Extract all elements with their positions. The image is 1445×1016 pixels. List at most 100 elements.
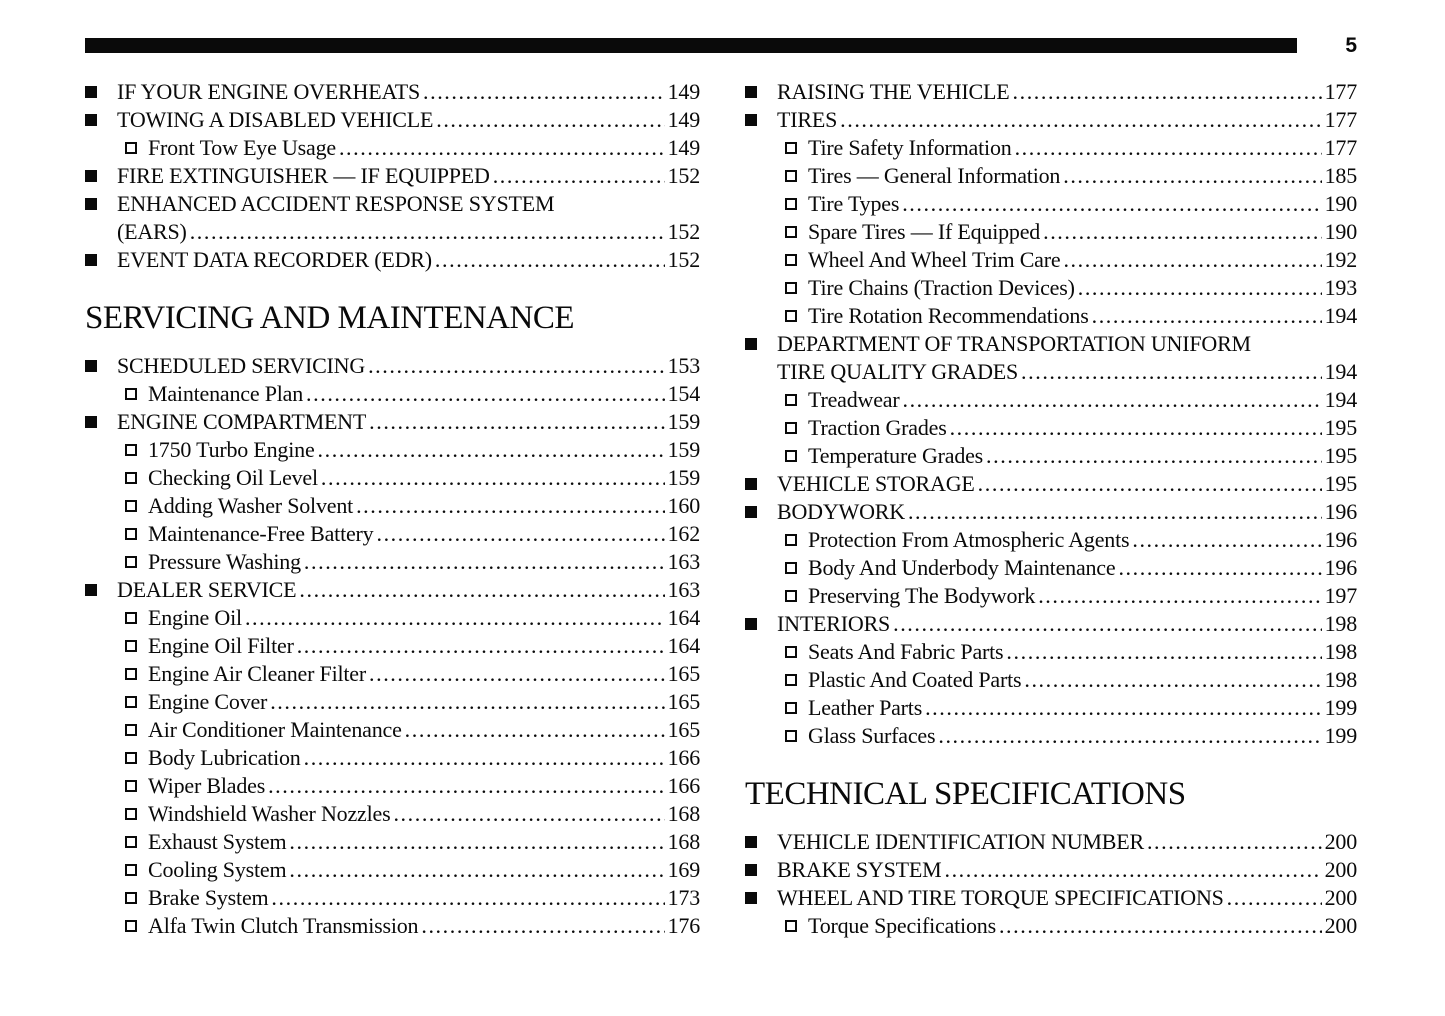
filled-square-bullet <box>745 478 757 490</box>
toc-entry: (EARS) 152 <box>85 218 700 246</box>
toc-entry: Alfa Twin Clutch Transmission 176 <box>85 912 700 940</box>
toc-entry: Tires — General Information 185 <box>745 162 1357 190</box>
toc-entry-page: 177 <box>1324 107 1358 132</box>
toc-entry-page: 173 <box>667 885 701 910</box>
toc-entry-page: 166 <box>667 745 701 770</box>
toc-entry: Tire Rotation Recommendations 194 <box>745 302 1357 330</box>
hollow-square-bullet <box>785 646 797 658</box>
toc-entry: Brake System 173 <box>85 884 700 912</box>
toc-entry-label: SCHEDULED SERVICING <box>117 353 366 378</box>
toc-entry-page: 152 <box>667 247 701 272</box>
toc-entry-label: 1750 Turbo Engine <box>148 437 315 462</box>
toc-entry-page: 164 <box>667 633 701 658</box>
toc-entry: VEHICLE IDENTIFICATION NUMBER 200 <box>745 828 1357 856</box>
dot-leader <box>393 800 664 828</box>
dot-leader <box>1132 526 1321 554</box>
hollow-square-bullet <box>125 920 137 932</box>
hollow-square-bullet <box>125 892 137 904</box>
toc-entry-label: Exhaust System <box>148 829 287 854</box>
toc-entry-page: 165 <box>667 661 701 686</box>
toc-entry: Cooling System 169 <box>85 856 700 884</box>
toc-entry-label: ENHANCED ACCIDENT RESPONSE SYSTEM <box>117 191 555 216</box>
toc-entry-label: Tires — General Information <box>808 163 1061 188</box>
hollow-square-bullet <box>125 444 137 456</box>
hollow-square-bullet <box>125 836 137 848</box>
toc-entry-page: 165 <box>667 689 701 714</box>
section-header: TECHNICAL SPECIFICATIONS <box>745 776 1186 812</box>
toc-entry: ENHANCED ACCIDENT RESPONSE SYSTEM <box>85 190 700 218</box>
toc-entry-page: 159 <box>667 437 701 462</box>
hollow-square-bullet <box>125 388 137 400</box>
toc-entry: TOWING A DISABLED VEHICLE 149 <box>85 106 700 134</box>
dot-leader <box>925 694 1322 722</box>
dot-leader <box>339 134 665 162</box>
toc-entry-page: 164 <box>667 605 701 630</box>
toc-entry: TIRES 177 <box>745 106 1357 134</box>
toc-entry-page: 149 <box>667 135 701 160</box>
toc-entry-label: EVENT DATA RECORDER (EDR) <box>117 247 432 272</box>
toc-entry-page: 194 <box>1324 303 1358 328</box>
toc-entry-label: VEHICLE IDENTIFICATION NUMBER <box>777 829 1144 854</box>
toc-entry: Front Tow Eye Usage 149 <box>85 134 700 162</box>
dot-leader <box>978 470 1322 498</box>
toc-entry: Treadwear 194 <box>745 386 1357 414</box>
toc-entry: Tire Chains (Traction Devices) 193 <box>745 274 1357 302</box>
hollow-square-bullet <box>785 920 797 932</box>
dot-leader <box>1013 78 1322 106</box>
toc-entry-label: Spare Tires — If Equipped <box>808 219 1041 244</box>
toc-entry: Preserving The Bodywork 197 <box>745 582 1357 610</box>
toc-entry-page: 166 <box>667 773 701 798</box>
toc-entry-label: Adding Washer Solvent <box>148 493 354 518</box>
dot-leader <box>245 604 665 632</box>
filled-square-bullet <box>745 506 757 518</box>
toc-entry-label: Seats And Fabric Parts <box>808 639 1004 664</box>
hollow-square-bullet <box>785 450 797 462</box>
toc-entry: FIRE EXTINGUISHER — IF EQUIPPED 152 <box>85 162 700 190</box>
toc-entry-page: 165 <box>667 717 701 742</box>
toc-entry: Maintenance-Free Battery 162 <box>85 520 700 548</box>
toc-entry: 1750 Turbo Engine 159 <box>85 436 700 464</box>
dot-leader <box>421 912 664 940</box>
toc-entry: IF YOUR ENGINE OVERHEATS 149 <box>85 78 700 106</box>
dot-leader <box>423 78 665 106</box>
toc-entry-label: ENGINE COMPARTMENT <box>117 409 367 434</box>
filled-square-bullet <box>745 892 757 904</box>
hollow-square-bullet <box>125 724 137 736</box>
dot-leader <box>1038 582 1321 610</box>
filled-square-bullet <box>745 114 757 126</box>
hollow-square-bullet <box>785 170 797 182</box>
toc-entry: Plastic And Coated Parts 198 <box>745 666 1357 694</box>
dot-leader <box>304 548 665 576</box>
toc-entry: EVENT DATA RECORDER (EDR) 152 <box>85 246 700 274</box>
toc-entry-page: 200 <box>1324 857 1358 882</box>
toc-entry-label: RAISING THE VEHICLE <box>777 79 1010 104</box>
toc-entry: Tire Types 190 <box>745 190 1357 218</box>
toc-entry-page: 194 <box>1324 359 1358 384</box>
toc-entry: Wiper Blades 166 <box>85 772 700 800</box>
toc-entry-page: 198 <box>1324 667 1358 692</box>
dot-leader <box>356 492 665 520</box>
toc-entry: Glass Surfaces 199 <box>745 722 1357 750</box>
toc-entry: SCHEDULED SERVICING 153 <box>85 352 700 380</box>
hollow-square-bullet <box>785 730 797 742</box>
dot-leader <box>1092 302 1322 330</box>
toc-entry: Leather Parts 199 <box>745 694 1357 722</box>
toc-entry-label: VEHICLE STORAGE <box>777 471 975 496</box>
toc-column-right: RAISING THE VEHICLE177TIRES177Tire Safet… <box>745 78 1357 940</box>
toc-entry-label: Treadwear <box>808 387 900 412</box>
toc-entry-page: 192 <box>1324 247 1358 272</box>
toc-entry-page: 196 <box>1324 527 1358 552</box>
toc-entry-label: Brake System <box>148 885 269 910</box>
toc-entry-label: IF YOUR ENGINE OVERHEATS <box>117 79 420 104</box>
toc-entry-page: 193 <box>1324 275 1358 300</box>
toc-entry: Torque Specifications 200 <box>745 912 1357 940</box>
filled-square-bullet <box>745 618 757 630</box>
dot-leader <box>297 632 665 660</box>
hollow-square-bullet <box>785 310 797 322</box>
toc-entry: Checking Oil Level 159 <box>85 464 700 492</box>
hollow-square-bullet <box>125 640 137 652</box>
hollow-square-bullet <box>125 780 137 792</box>
toc-entry-page: 198 <box>1324 639 1358 664</box>
toc-entry: Traction Grades 195 <box>745 414 1357 442</box>
dot-leader <box>908 498 1322 526</box>
